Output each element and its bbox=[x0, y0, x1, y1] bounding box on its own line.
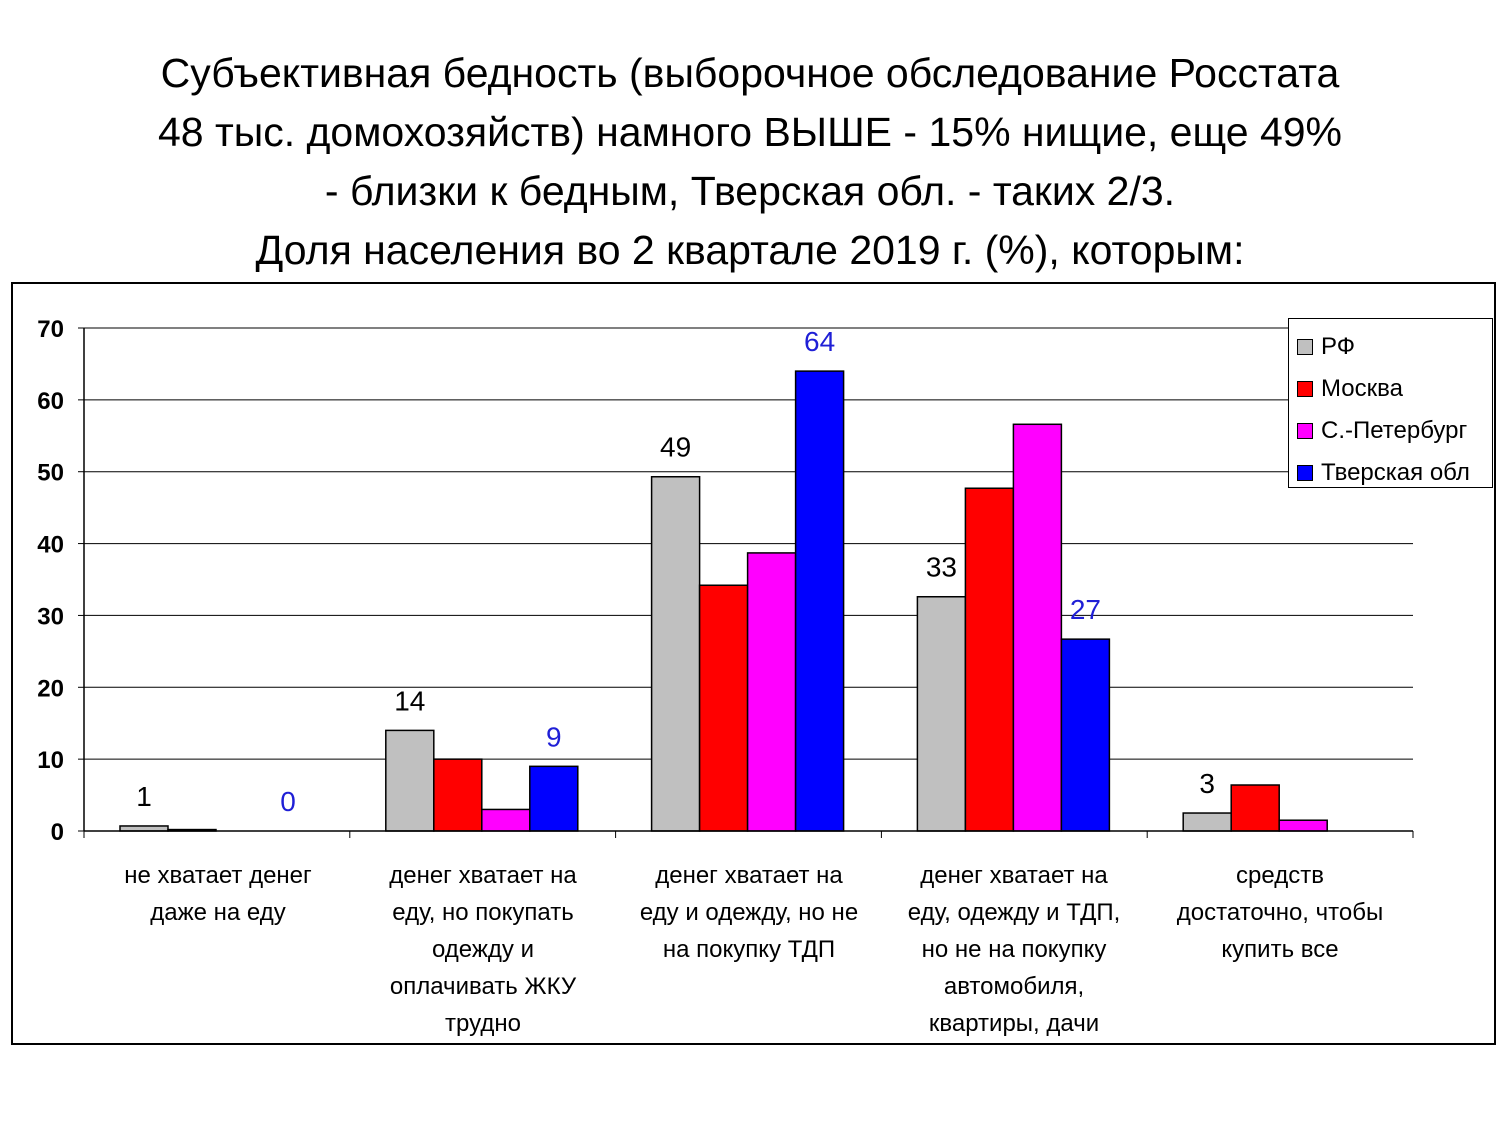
bar bbox=[746, 552, 797, 832]
y-tick-label: 50 bbox=[37, 460, 64, 487]
category-label-line: купить все bbox=[1221, 936, 1339, 963]
bar bbox=[1182, 812, 1232, 832]
legend-item-moscow: Москва bbox=[1297, 374, 1403, 404]
data-label: 33 bbox=[926, 552, 957, 583]
bar bbox=[1278, 819, 1328, 832]
bar bbox=[794, 370, 845, 832]
bar bbox=[650, 475, 701, 832]
data-label: 9 bbox=[546, 721, 562, 752]
legend-swatch-moscow bbox=[1297, 381, 1313, 397]
bar bbox=[481, 808, 531, 832]
bar bbox=[119, 825, 169, 832]
data-label: 3 bbox=[1199, 768, 1215, 799]
legend-swatch-spb bbox=[1297, 423, 1313, 439]
y-tick-label: 0 bbox=[51, 819, 64, 846]
category-label-line: еду, но покупать bbox=[392, 899, 574, 926]
title-line-3: - близки к бедным, Тверская обл. - таких… bbox=[324, 168, 1176, 214]
category-label-line: трудно bbox=[445, 1010, 521, 1037]
category-label-5: средств достаточно, чтобы купить все bbox=[1146, 857, 1414, 968]
slide-title: Субъективная бедность (выборочное обслед… bbox=[0, 44, 1500, 280]
category-label-line: даже на еду bbox=[150, 899, 286, 926]
bar bbox=[1012, 423, 1063, 832]
data-label: 0 bbox=[280, 786, 296, 817]
category-label-line: автомобиля, bbox=[943, 973, 1085, 1000]
legend-swatch-tver bbox=[1297, 465, 1313, 481]
title-line-2: 48 тыс. домохозяйств) намного ВЫШЕ - 15%… bbox=[157, 109, 1343, 155]
bar bbox=[964, 487, 1015, 832]
y-tick-label: 40 bbox=[37, 532, 64, 559]
bar bbox=[385, 729, 435, 832]
category-label-4: денег хватает на еду, одежду и ТДП, но н… bbox=[880, 857, 1148, 1042]
category-label-line: денег хватает на bbox=[655, 862, 843, 889]
category-label-line: денег хватает на bbox=[920, 862, 1108, 889]
chart-frame bbox=[11, 282, 1496, 1045]
data-label: 49 bbox=[660, 432, 691, 463]
legend-swatch-rf bbox=[1297, 339, 1313, 355]
category-label-3: денег хватает на еду и одежду, но не на … bbox=[615, 857, 883, 968]
chart-legend: РФ Москва С.-Петербург Тверская обл bbox=[1288, 318, 1493, 488]
category-label-line: не хватает денег bbox=[124, 862, 312, 889]
legend-label-moscow: Москва bbox=[1321, 375, 1403, 402]
y-tick-label: 70 bbox=[37, 316, 64, 343]
bar bbox=[1230, 784, 1280, 832]
category-label-line: но не на покупку bbox=[921, 936, 1107, 963]
bar bbox=[1060, 638, 1111, 832]
bar bbox=[529, 765, 579, 832]
category-label-line: еду, одежду и ТДП, bbox=[907, 899, 1121, 926]
bar bbox=[433, 758, 483, 832]
category-label-2: денег хватает на еду, но покупать одежду… bbox=[349, 857, 617, 1042]
category-label-line: оплачивать ЖКУ bbox=[389, 973, 577, 1000]
legend-label-rf: РФ bbox=[1321, 333, 1355, 360]
y-tick-label: 60 bbox=[37, 388, 64, 415]
data-label: 64 bbox=[804, 326, 835, 357]
bar bbox=[916, 595, 967, 832]
y-tick-label: 10 bbox=[37, 747, 64, 774]
legend-item-rf: РФ bbox=[1297, 332, 1355, 362]
category-label-1: не хватает денег даже на еду bbox=[84, 857, 352, 931]
y-tick-label: 30 bbox=[37, 603, 64, 630]
data-label: 1 bbox=[136, 781, 152, 812]
category-label-line: еду и одежду, но не bbox=[639, 899, 859, 926]
y-tick-label: 20 bbox=[37, 675, 64, 702]
legend-item-tver: Тверская обл bbox=[1297, 458, 1470, 488]
category-label-line: квартиры, дачи bbox=[928, 1010, 1100, 1037]
legend-item-spb: С.-Петербург bbox=[1297, 416, 1467, 446]
legend-label-spb: С.-Петербург bbox=[1321, 417, 1468, 444]
data-label: 27 bbox=[1070, 594, 1101, 625]
data-label: 14 bbox=[394, 685, 425, 716]
category-label-line: одежду и bbox=[431, 936, 535, 963]
legend-label-tver: Тверская обл bbox=[1321, 459, 1470, 486]
title-line-4: Доля населения во 2 квартале 2019 г. (%)… bbox=[255, 227, 1245, 273]
category-label-line: на покупку ТДП bbox=[662, 936, 836, 963]
category-label-line: денег хватает на bbox=[389, 862, 577, 889]
bar bbox=[698, 584, 749, 832]
title-line-1: Субъективная бедность (выборочное обслед… bbox=[160, 50, 1340, 96]
category-label-line: достаточно, чтобы bbox=[1176, 899, 1384, 926]
category-label-line: средств bbox=[1236, 862, 1324, 889]
